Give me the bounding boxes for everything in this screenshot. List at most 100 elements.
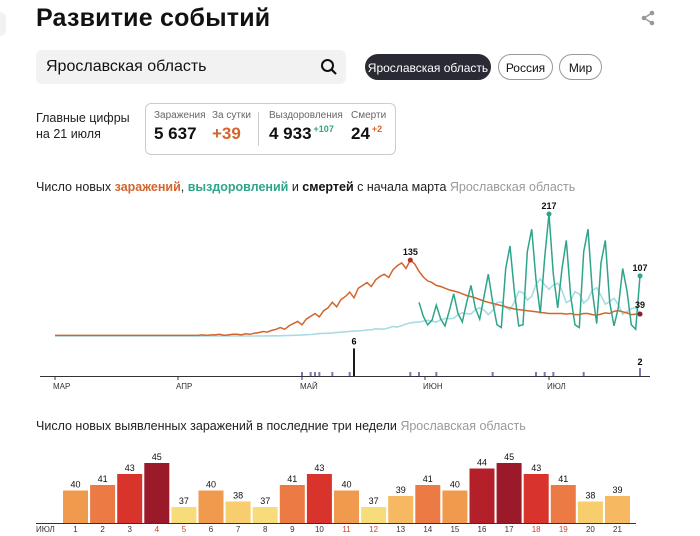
day-tick-label: 13 — [396, 525, 405, 534]
search-icon[interactable] — [320, 58, 338, 76]
day-bar[interactable] — [198, 490, 224, 524]
infections-peak-label: 135 — [403, 247, 418, 257]
bar-value-label: 41 — [558, 474, 568, 484]
deaths-peak-label: 6 — [351, 336, 356, 346]
day-bar[interactable] — [550, 485, 576, 523]
day-bar[interactable] — [496, 463, 522, 523]
bar-value-label: 45 — [504, 452, 514, 462]
day-tick-label: 18 — [532, 525, 541, 534]
main-figures-label: Главные цифры на 21 июля — [36, 110, 130, 142]
day-tick-label: 1 — [73, 525, 78, 534]
recoveries-series — [418, 213, 641, 332]
chart1-title-part: с начала марта — [353, 180, 450, 194]
day-bar[interactable] — [388, 496, 414, 523]
day-bar[interactable] — [306, 474, 332, 523]
day-tick-label: 19 — [559, 525, 568, 534]
infections-last-marker — [637, 311, 643, 317]
stat-recovered-label: Выздоровления — [269, 110, 343, 121]
bar-value-label: 41 — [287, 474, 297, 484]
bar-value-label: 40 — [341, 480, 351, 490]
chart2-title-region: Ярославская область — [400, 419, 526, 433]
bar-value-label: 44 — [477, 458, 487, 468]
day-bar[interactable] — [469, 468, 495, 524]
day-tick-label: 2 — [100, 525, 105, 534]
bar-value-label: 39 — [396, 485, 406, 495]
recoveries-peak-marker — [546, 211, 552, 217]
day-tick-label: 21 — [613, 525, 622, 534]
day-bar[interactable] — [117, 474, 143, 523]
day-bar[interactable] — [415, 485, 441, 523]
stat-deaths: Смерти 24 +2 — [351, 110, 386, 144]
month-label: ИЮЛ — [36, 525, 55, 534]
main-figures-title: Главные цифры — [36, 111, 130, 125]
death-bar — [543, 372, 546, 376]
day-bar[interactable] — [171, 507, 197, 523]
day-bar[interactable] — [279, 485, 305, 523]
chart1-title-part: Число новых — [36, 180, 115, 194]
share-icon[interactable] — [640, 10, 656, 26]
bar-value-label: 41 — [423, 474, 433, 484]
death-bar — [353, 348, 355, 376]
chart1-title-deaths: смертей — [302, 180, 354, 194]
deaths-last-label: 2 — [637, 357, 642, 367]
stat-per-day-label: За сутки — [212, 110, 251, 121]
bar-value-label: 39 — [612, 485, 622, 495]
search-input[interactable] — [36, 50, 316, 84]
day-tick-label: 10 — [315, 525, 324, 534]
day-bar[interactable] — [334, 490, 359, 524]
region-search — [36, 50, 346, 84]
bar-value-label: 38 — [233, 491, 243, 501]
day-tick-label: 3 — [127, 525, 132, 534]
bar-value-label: 37 — [260, 496, 270, 506]
day-tick-label: 16 — [478, 525, 487, 534]
bar-value-label: 40 — [450, 480, 460, 490]
day-bar[interactable] — [577, 501, 603, 524]
chart1-title-part: и — [288, 180, 303, 194]
day-bar[interactable] — [144, 463, 170, 523]
chart1-title-region: Ярославская область — [449, 180, 576, 194]
chart2-title: Число новых выявленных заражений в после… — [36, 419, 526, 433]
death-bar — [435, 372, 438, 376]
death-bar — [409, 372, 412, 376]
death-bar — [348, 372, 351, 376]
day-bar[interactable] — [90, 485, 116, 523]
tab-world[interactable]: Мир — [559, 54, 602, 80]
three-weeks-bar-chart: 4014124334543754063873784194310401137123… — [36, 452, 636, 534]
month-tick-label: МАР — [53, 382, 70, 391]
month-tick-label: МАЙ — [300, 382, 318, 391]
day-tick-label: 7 — [236, 525, 241, 534]
day-bar[interactable] — [63, 490, 88, 524]
day-tick-label: 11 — [342, 525, 351, 534]
infections-peak-marker — [407, 257, 413, 263]
stat-recovered-value: 4 933 — [269, 124, 312, 143]
stat-per-day: За сутки +39 — [212, 110, 251, 144]
day-tick-label: 17 — [505, 525, 514, 534]
recoveries-last-marker — [637, 273, 643, 279]
day-bar[interactable] — [361, 507, 387, 523]
stat-infected-value: 5 637 — [154, 124, 197, 143]
bar-value-label: 37 — [179, 496, 189, 506]
main-figures-card: Заражения 5 637 За сутки +39 Выздоровлен… — [145, 103, 396, 155]
stat-recovered-delta: +107 — [313, 124, 334, 135]
day-bar[interactable] — [523, 474, 549, 523]
day-bar[interactable] — [252, 507, 278, 523]
day-bar[interactable] — [605, 496, 630, 523]
chart1-title-recoveries: выздоровлений — [187, 180, 289, 194]
month-tick-label: ИЮН — [423, 382, 443, 391]
day-bar[interactable] — [442, 490, 468, 524]
bar-value-label: 41 — [98, 474, 108, 484]
stat-infected-label: Заражения — [154, 110, 206, 121]
tab-russia[interactable]: Россия — [498, 54, 553, 80]
stat-infected: Заражения 5 637 — [154, 110, 206, 144]
bar-value-label: 43 — [125, 463, 135, 473]
tab-yaroslavl-region[interactable]: Ярославская область — [365, 54, 491, 80]
day-tick-label: 14 — [423, 525, 432, 534]
death-bar — [535, 372, 537, 376]
day-tick-label: 5 — [182, 525, 187, 534]
death-bar — [491, 372, 494, 376]
death-bar — [418, 372, 420, 376]
bar-value-label: 43 — [531, 463, 541, 473]
stats-divider — [258, 112, 259, 146]
bar-value-label: 40 — [206, 480, 216, 490]
day-bar[interactable] — [225, 501, 251, 524]
